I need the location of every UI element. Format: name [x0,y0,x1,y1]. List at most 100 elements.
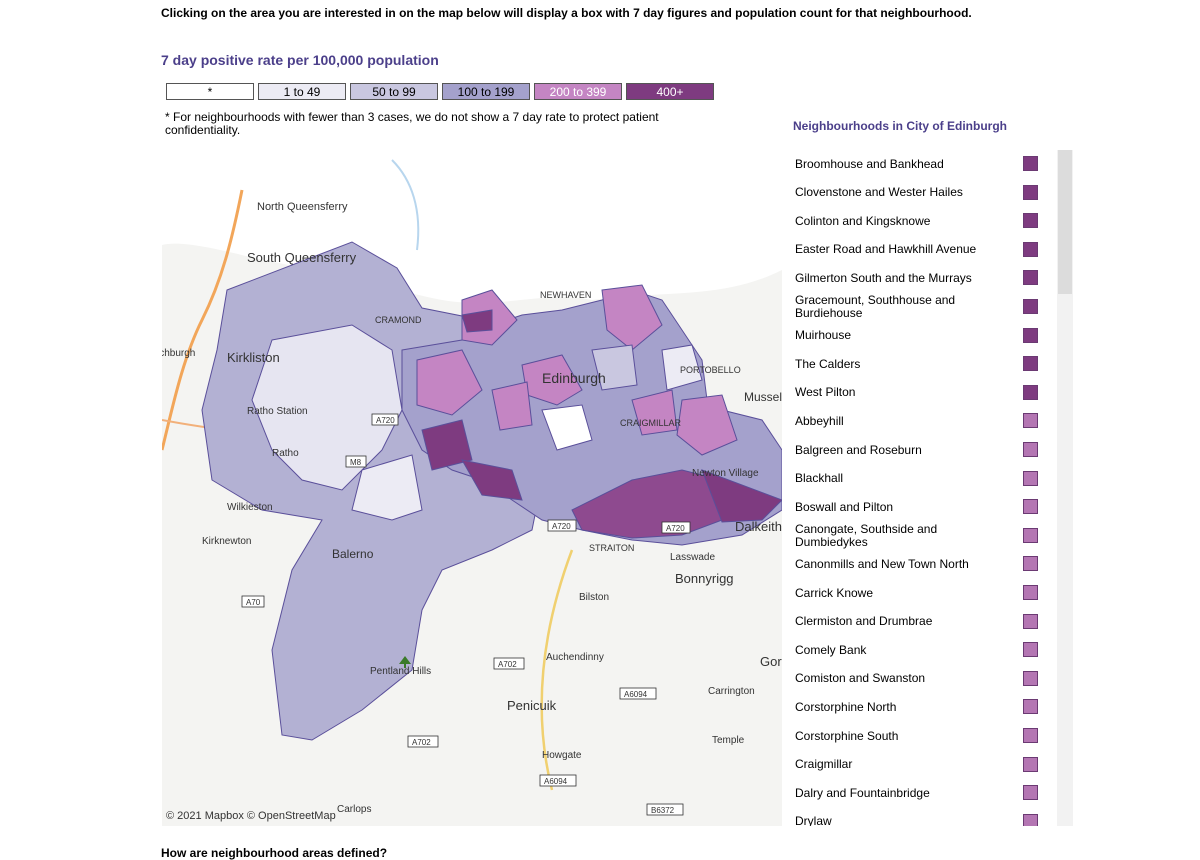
neighbourhood-list-item[interactable]: Muirhouse [795,322,1040,350]
list-scrollbar[interactable] [1057,150,1073,826]
neighbourhood-name: Drylaw [795,814,832,826]
neighbourhood-list-item[interactable]: Gracemount, Southhouse and Burdiehouse [795,293,1040,321]
legend-item: 100 to 199 [442,83,530,100]
neighbourhood-list-item[interactable]: Carrick Knowe [795,579,1040,607]
neighbourhood-name: Easter Road and Hawkhill Avenue [795,242,977,257]
map-label: CRAMOND [375,315,422,325]
map-canvas[interactable]: North Queensferry South Queensferry Kirk… [162,150,782,826]
map-label: NEWHAVEN [540,290,591,300]
map-label: South Queensferry [247,250,357,265]
road-shields: A720 M8 A70 A702 A702 A6094 A6094 B6372 … [241,413,691,816]
neighbourhood-list-item[interactable]: Balgreen and Roseburn [795,436,1040,464]
neighbourhood-name: Corstorphine South [795,728,899,743]
rate-swatch [1023,270,1038,286]
map-label: Auchendinny [546,652,604,663]
neighbourhood-name: Gilmerton South and the Murrays [795,270,972,285]
neighbourhood-list-item[interactable]: Abbeyhill [795,407,1040,435]
rate-swatch [1023,670,1038,686]
rate-swatch [1023,527,1038,543]
neighbourhood-list-item[interactable]: Blackhall [795,465,1040,493]
neighbourhood-name: Muirhouse [795,328,852,343]
map-label: Lasswade [670,552,715,563]
neighbourhood-name: Comely Bank [795,642,867,657]
map-label: Bonnyrigg [675,571,734,586]
map-label: Bilston [579,592,609,603]
neighbourhood-name: Gracemount, Southhouse and Burdiehouse [795,293,956,320]
neighbourhood-list-item[interactable]: Colinton and Kingsknowe [795,207,1040,235]
neighbourhood-name: Carrick Knowe [795,585,874,600]
map-label: Edinburgh [542,370,606,386]
neighbourhood-list-item[interactable]: Boswall and Pilton [795,493,1040,521]
neighbourhood-list-item[interactable]: Gilmerton South and the Murrays [795,264,1040,292]
legend-item: 1 to 49 [258,83,346,100]
rate-swatch [1023,241,1038,257]
road-label: A6094 [544,777,568,786]
neighbourhood-list-item[interactable]: Craigmillar [795,751,1040,779]
neighbourhood-list-item[interactable]: West Pilton [795,379,1040,407]
legend-item: 50 to 99 [350,83,438,100]
legend-title: 7 day positive rate per 100,000 populati… [161,52,439,68]
map-label: Ratho Station [247,406,308,417]
neighbourhood-list-item[interactable]: Canonmills and New Town North [795,550,1040,578]
confidentiality-note: * For neighbourhoods with fewer than 3 c… [165,110,659,137]
map-label: Wilkieston [227,502,273,513]
neighbourhood-name: Clovenstone and Wester Hailes [795,185,963,200]
map-label: Penicuik [507,698,557,713]
neighbourhood-name: Colinton and Kingsknowe [795,213,931,228]
neighbourhood-list[interactable]: Broomhouse and Bankhead Clovenstone and W… [790,150,1073,826]
neighbourhood-list-item[interactable]: Comely Bank [795,636,1040,664]
neighbourhood-list-item[interactable]: Broomhouse and Bankhead [795,150,1040,178]
neighbourhood-name: Blackhall [795,471,844,486]
neighbourhood-name: Craigmillar [795,757,853,772]
neighbourhood-list-item[interactable]: Corstorphine South [795,722,1040,750]
rate-swatch [1023,327,1038,343]
neighbourhood-list-item[interactable]: Drylaw [795,808,1040,826]
map-label: STRAITON [589,543,634,553]
neighbourhood-list-item[interactable]: Canongate, Southside and Dumbiedykes [795,522,1040,550]
rate-swatch [1023,785,1038,801]
legend-item: * [166,83,254,100]
rate-swatch [1023,585,1038,600]
map-label: Kirkliston [227,350,280,365]
neighbourhood-list-item[interactable]: Easter Road and Hawkhill Avenue [795,236,1040,264]
road-label: A720 [552,522,571,531]
map-attribution: © 2021 Mapbox © OpenStreetMap [166,810,336,822]
map-label: Howgate [542,750,582,761]
neighbourhood-name: West Pilton [795,385,856,400]
map-label: Newton Village [692,468,759,479]
neighbourhood-list-item[interactable]: Comiston and Swanston [795,665,1040,693]
neighbourhood-list-item[interactable]: Dalry and Fountainbridge [795,779,1040,807]
map-label: Carrington [708,686,755,697]
rate-swatch [1023,642,1038,658]
rate-swatch [1023,384,1038,400]
road-label: A6094 [624,690,648,699]
neighbourhood-list-item[interactable]: Corstorphine North [795,693,1040,721]
road-label: M8 [350,458,362,467]
legend-item: 200 to 399 [534,83,622,100]
neighbourhood-name: The Calders [795,356,861,371]
map-label: Temple [712,735,745,746]
scrollbar-thumb[interactable] [1058,150,1072,294]
map-label: Musselburgh [744,390,782,404]
neighbourhood-name: Dalry and Fountainbridge [795,785,930,800]
rate-swatch [1023,699,1038,715]
neighbourhood-map[interactable]: North Queensferry South Queensferry Kirk… [162,150,782,826]
neighbourhoods-title: Neighbourhoods in City of Edinburgh [793,119,1007,133]
rate-swatch [1023,356,1038,372]
neighbourhood-list-item[interactable]: Clermiston and Drumbrae [795,608,1040,636]
rate-swatch [1023,499,1038,515]
rate-swatch [1023,413,1038,429]
neighbourhood-name: Canongate, Southside and Dumbiedykes [795,521,938,549]
rate-legend: * 1 to 49 50 to 99 100 to 199 200 to 399… [166,83,714,100]
rate-swatch [1023,184,1038,200]
map-label: Ratho [272,448,299,459]
rate-swatch [1023,756,1038,772]
rate-swatch [1023,613,1038,629]
map-label: Carlops [337,804,371,815]
legend-item: 400+ [626,83,714,100]
map-label: Dalkeith [735,519,782,534]
neighbourhood-definition-question[interactable]: How are neighbourhood areas defined? [161,846,388,860]
neighbourhood-list-item[interactable]: Clovenstone and Wester Hailes [795,179,1040,207]
neighbourhood-list-item[interactable]: The Calders [795,350,1040,378]
neighbourhood-name: Comiston and Swanston [795,671,926,686]
